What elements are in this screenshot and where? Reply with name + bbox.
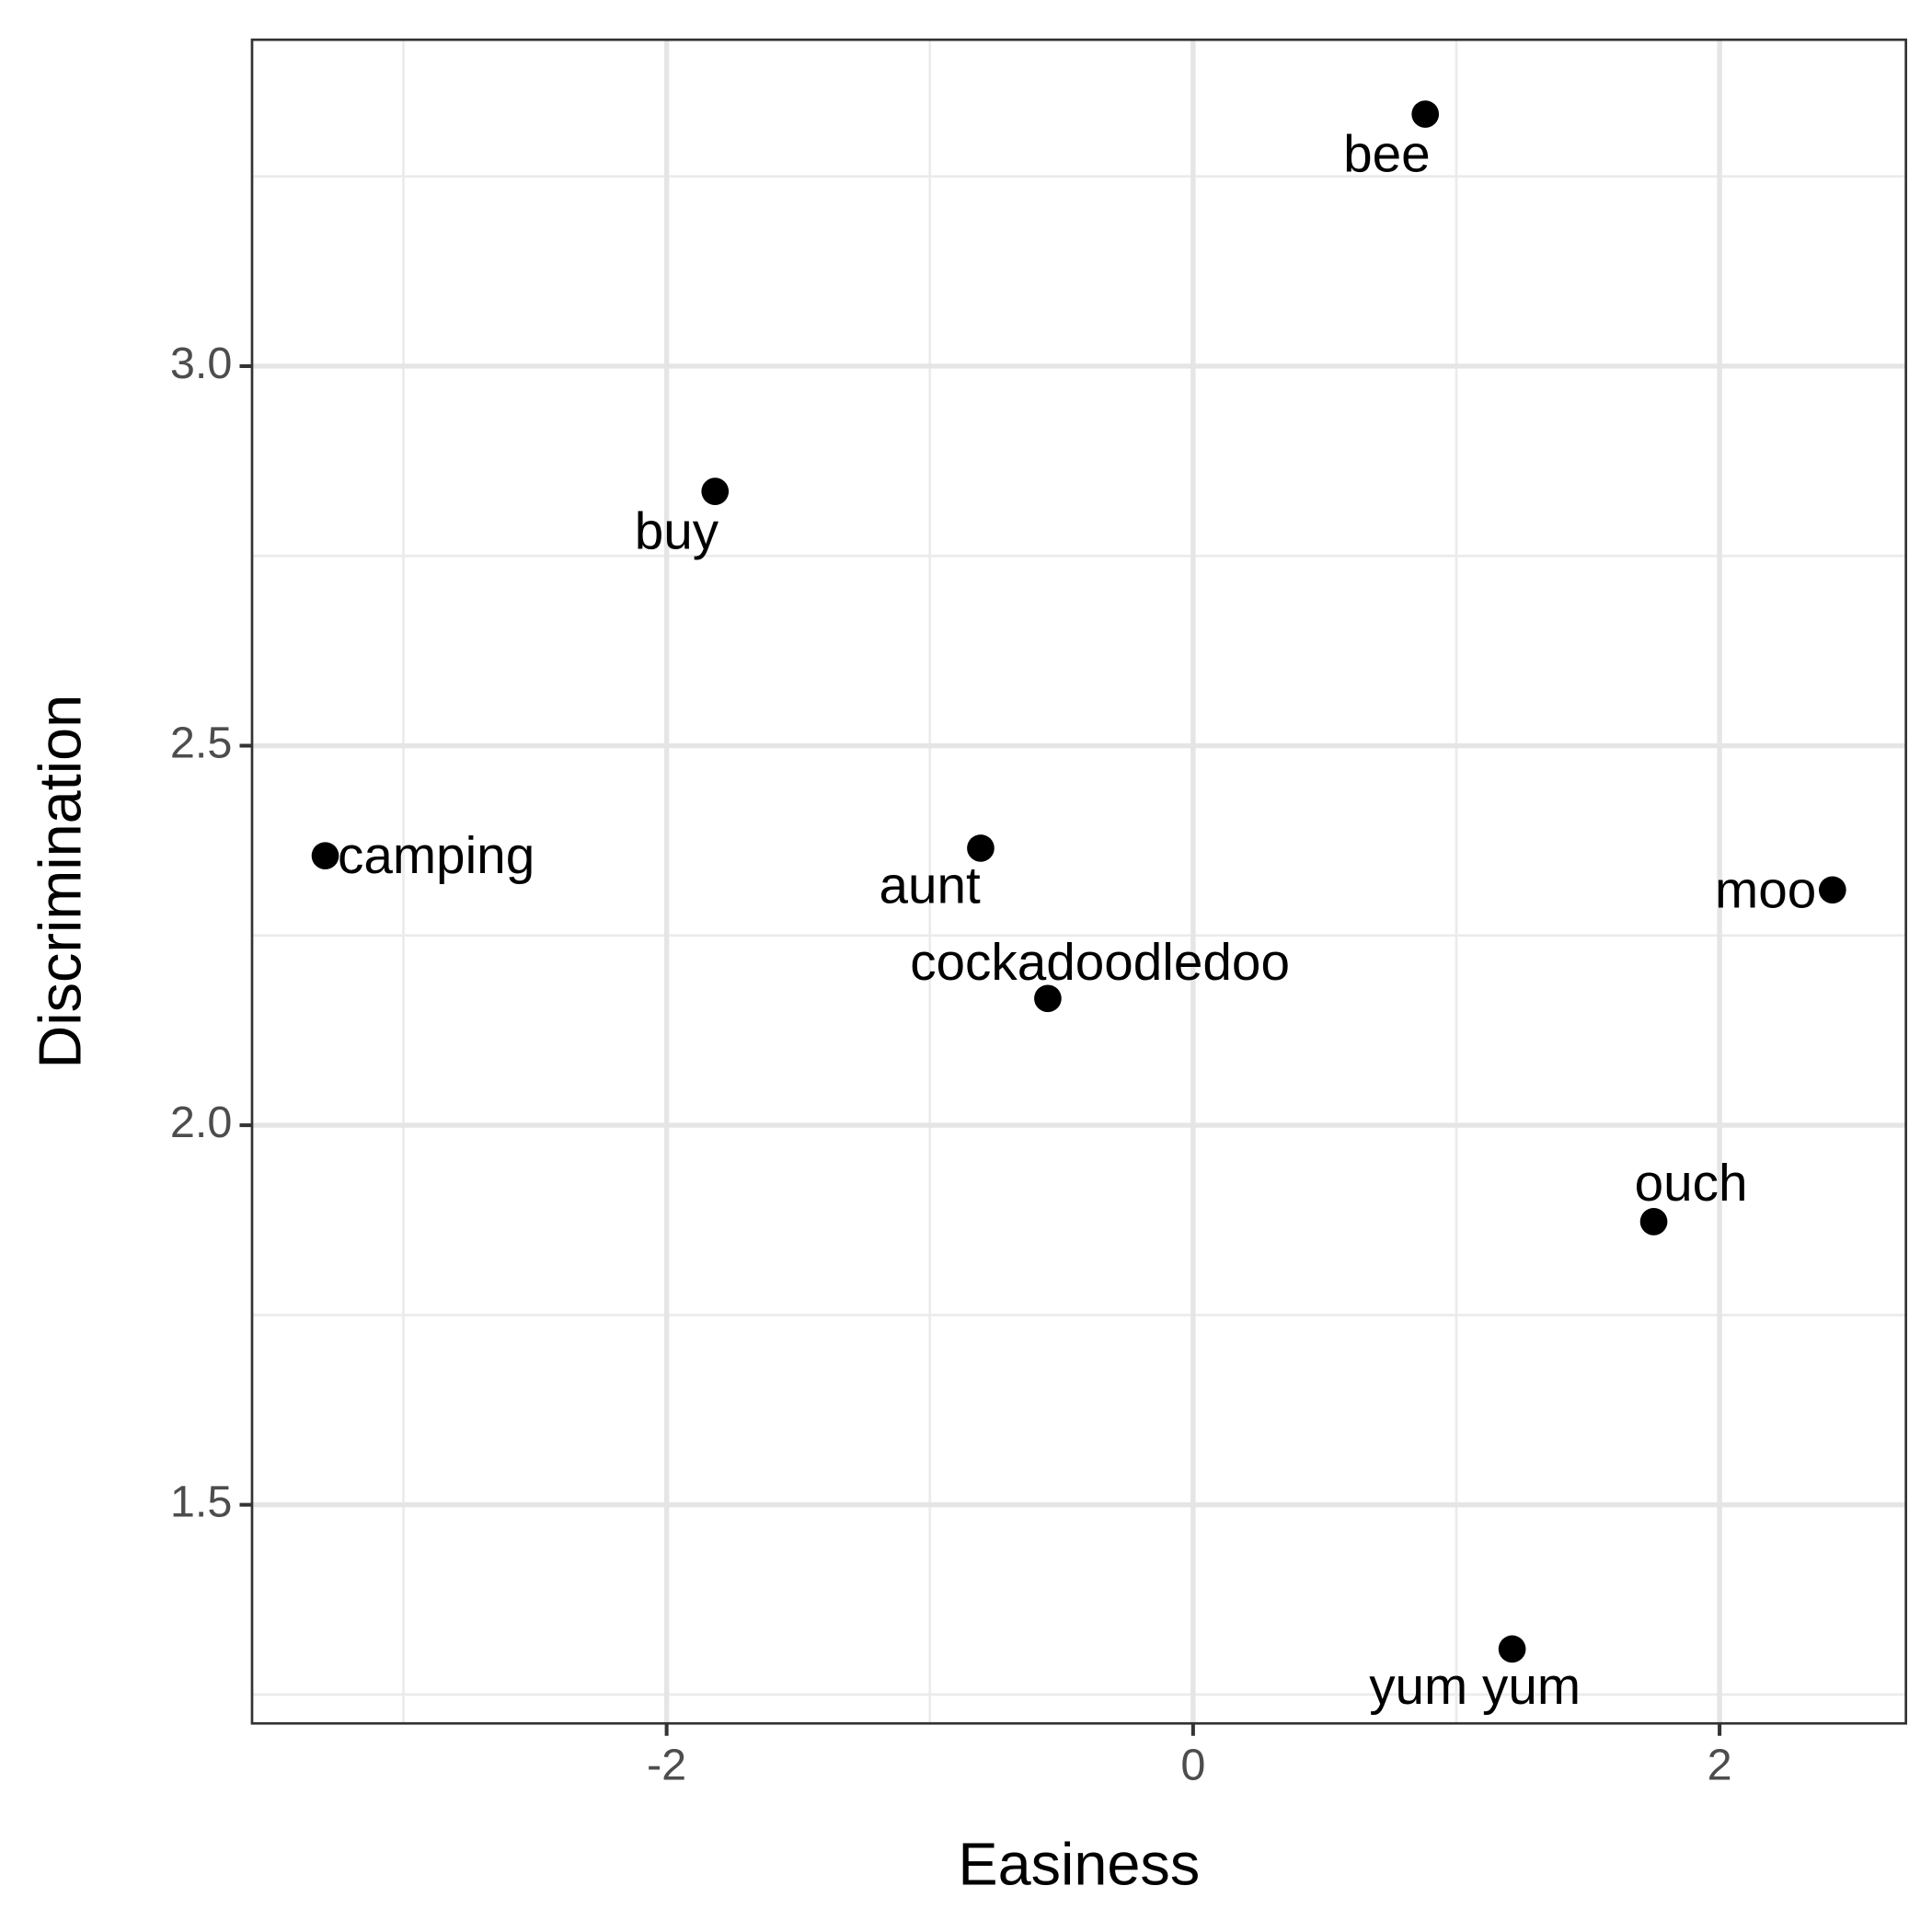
y-tick-label: 1.5	[170, 1477, 233, 1526]
point-label: aunt	[879, 857, 981, 914]
y-axis-title: Discrimination	[26, 695, 93, 1069]
point-label: cockadoodledoo	[910, 934, 1290, 992]
point-label: yum yum	[1369, 1658, 1581, 1716]
x-tick-label: -2	[647, 1741, 686, 1790]
point-label: bee	[1343, 125, 1431, 183]
y-tick-label: 2.5	[170, 718, 233, 767]
y-tick-label: 3.0	[170, 339, 233, 388]
point	[1639, 1208, 1668, 1236]
point	[311, 842, 339, 870]
point	[1411, 100, 1440, 128]
point	[1034, 984, 1062, 1013]
x-axis-title: Easiness	[958, 1830, 1200, 1897]
point-label: moo	[1715, 861, 1816, 919]
point	[1818, 876, 1846, 904]
grid	[251, 40, 1906, 1724]
point-label: ouch	[1635, 1155, 1748, 1213]
panel-border	[250, 38, 1908, 1725]
y-tick-label: 2.0	[170, 1098, 233, 1147]
x-tick-label: 2	[1708, 1741, 1732, 1790]
point	[1498, 1635, 1526, 1663]
marks: bee buy camping aunt cockadoodledoo moo ouch yu…	[311, 100, 1846, 1716]
point	[701, 477, 730, 505]
point-label: buy	[635, 502, 719, 560]
x-tick-label: 0	[1180, 1741, 1205, 1790]
point	[967, 834, 995, 862]
point-label: camping	[338, 827, 535, 885]
